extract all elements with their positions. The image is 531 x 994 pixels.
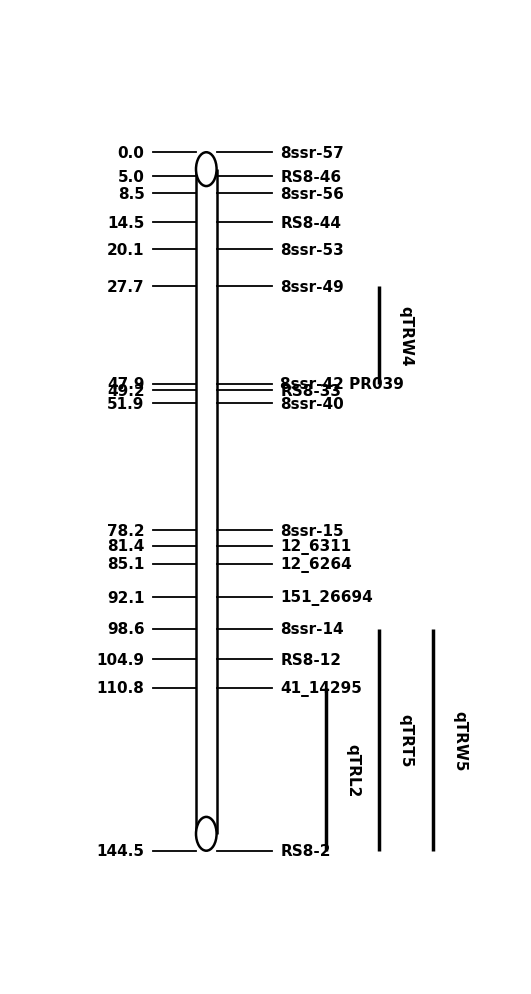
Text: 85.1: 85.1 xyxy=(107,557,144,572)
Text: 104.9: 104.9 xyxy=(97,652,144,667)
Text: 8ssr-53: 8ssr-53 xyxy=(280,243,344,257)
Text: 20.1: 20.1 xyxy=(107,243,144,257)
Text: 78.2: 78.2 xyxy=(107,523,144,538)
Text: RS8-46: RS8-46 xyxy=(280,170,341,185)
Text: 8ssr-49: 8ssr-49 xyxy=(280,279,344,294)
Text: qTRW4: qTRW4 xyxy=(398,305,413,366)
Text: 151_26694: 151_26694 xyxy=(280,589,373,605)
Text: RS8-44: RS8-44 xyxy=(280,216,341,231)
Text: 8ssr-42 PR039: 8ssr-42 PR039 xyxy=(280,377,404,392)
Text: 12_6264: 12_6264 xyxy=(280,556,352,572)
Text: 92.1: 92.1 xyxy=(107,590,144,605)
Text: 0.0: 0.0 xyxy=(118,145,144,161)
Text: RS8-12: RS8-12 xyxy=(280,652,341,667)
Text: 8ssr-15: 8ssr-15 xyxy=(280,523,344,538)
Text: 41_14295: 41_14295 xyxy=(280,680,362,696)
Text: 8.5: 8.5 xyxy=(118,187,144,202)
Text: 98.6: 98.6 xyxy=(107,621,144,637)
Text: RS8-33: RS8-33 xyxy=(280,383,341,399)
Text: 12_6311: 12_6311 xyxy=(280,538,352,554)
Text: 27.7: 27.7 xyxy=(107,279,144,294)
Text: 81.4: 81.4 xyxy=(107,539,144,554)
Ellipse shape xyxy=(196,153,217,187)
Text: 14.5: 14.5 xyxy=(107,216,144,231)
Text: qTRL2: qTRL2 xyxy=(345,743,360,796)
Ellipse shape xyxy=(196,817,217,851)
Text: 144.5: 144.5 xyxy=(97,843,144,859)
Text: 8ssr-40: 8ssr-40 xyxy=(280,397,344,412)
Text: 8ssr-14: 8ssr-14 xyxy=(280,621,344,637)
Bar xyxy=(196,170,217,834)
Text: RS8-2: RS8-2 xyxy=(280,843,331,859)
Text: qTRW5: qTRW5 xyxy=(452,710,467,770)
Text: 110.8: 110.8 xyxy=(97,681,144,696)
Text: 47.9: 47.9 xyxy=(107,377,144,392)
Text: 8ssr-56: 8ssr-56 xyxy=(280,187,344,202)
Text: 5.0: 5.0 xyxy=(118,170,144,185)
Text: qTRT5: qTRT5 xyxy=(398,714,413,766)
Text: 8ssr-57: 8ssr-57 xyxy=(280,145,344,161)
Text: 49.2: 49.2 xyxy=(107,383,144,399)
Text: 51.9: 51.9 xyxy=(107,397,144,412)
